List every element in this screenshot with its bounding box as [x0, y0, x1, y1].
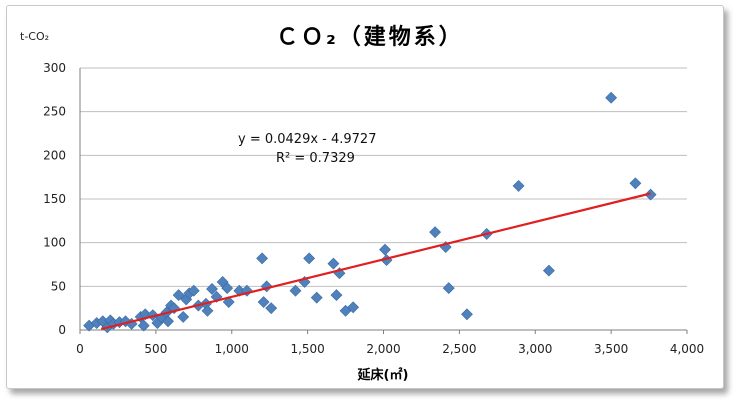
data-point — [206, 283, 218, 295]
data-point — [379, 243, 391, 256]
data-point — [327, 257, 340, 270]
y-tick-label: 100 — [43, 236, 66, 250]
data-point — [221, 282, 234, 295]
trendline-r2: R² = 0.7329 — [276, 151, 355, 166]
data-point — [461, 308, 473, 321]
x-tick-label: 3,500 — [594, 342, 628, 356]
x-tick-label: 2,000 — [366, 342, 400, 356]
axes — [79, 68, 688, 334]
data-point — [542, 264, 555, 277]
data-point — [289, 284, 302, 297]
gridlines — [80, 67, 687, 287]
y-axis-label: t-CO₂ — [20, 30, 49, 43]
data-point — [442, 282, 455, 295]
trendline-equation: y = 0.0429x - 4.9727 — [238, 132, 376, 147]
x-tick-labels: 0 500 1,000 1,500 2,000 2,500 3,000 3,500 4,000 — [76, 342, 704, 356]
y-tick-label: 150 — [43, 192, 66, 206]
x-tick-label: 500 — [144, 342, 167, 356]
data-point — [137, 319, 150, 332]
y-tick-label: 200 — [43, 148, 66, 162]
y-tick-label: 250 — [43, 105, 66, 119]
data-point — [187, 284, 200, 297]
data-point — [429, 226, 442, 239]
data-point — [257, 296, 270, 308]
data-point — [644, 188, 657, 201]
data-point — [512, 179, 525, 192]
trendline — [100, 192, 651, 331]
data-point — [162, 315, 174, 328]
data-point — [605, 91, 618, 104]
data-point — [330, 289, 343, 301]
x-tick-label: 2,500 — [442, 342, 476, 356]
x-axis-label: 延床(㎡) — [357, 367, 409, 383]
data-point — [347, 301, 360, 314]
data-point — [629, 177, 642, 190]
data-point — [177, 310, 190, 323]
data-point — [310, 291, 323, 304]
data-point — [303, 252, 316, 265]
x-tick-label: 1,500 — [290, 342, 324, 356]
y-tick-label: 300 — [43, 61, 66, 75]
y-tick-label: 50 — [51, 279, 66, 293]
x-tick-label: 3,000 — [518, 342, 552, 356]
data-point — [172, 289, 185, 301]
x-tick-label: 0 — [76, 342, 84, 356]
y-tick-label: 0 — [58, 323, 66, 337]
x-tick-label: 1,000 — [215, 342, 249, 356]
chart-title: ＣＯ₂（建物系） — [276, 24, 464, 50]
y-tick-labels: 0 50 100 150 200 250 300 — [43, 61, 66, 337]
data-point — [201, 304, 214, 317]
data-point — [265, 302, 278, 315]
data-point — [256, 252, 269, 265]
x-tick-label: 4,000 — [670, 342, 704, 356]
